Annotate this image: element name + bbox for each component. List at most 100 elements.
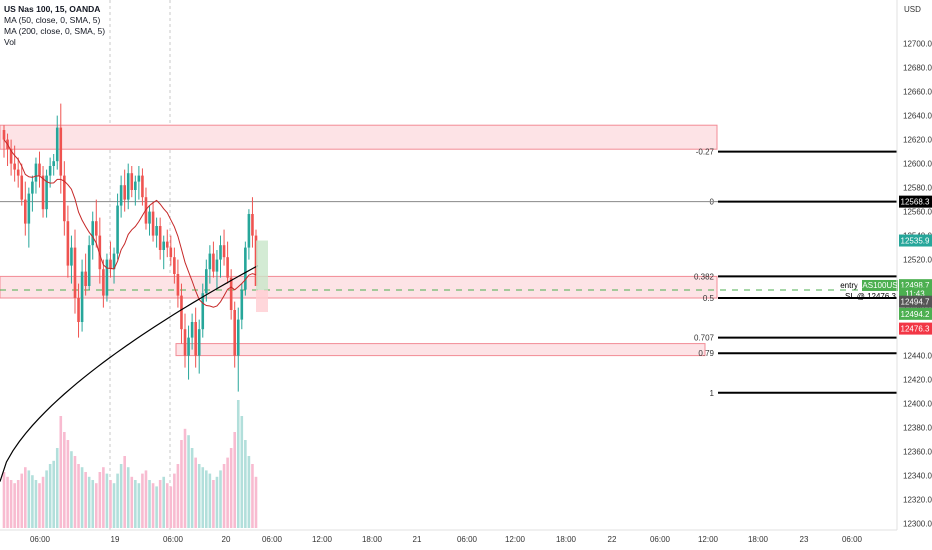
volume-bar [123, 456, 126, 528]
candle-body [236, 319, 240, 356]
candle-body [219, 245, 222, 260]
volume-bar [233, 432, 237, 528]
zone-rect [0, 124, 718, 150]
volume-bar [87, 476, 91, 528]
volume-bar [31, 475, 34, 528]
candle-body [240, 289, 244, 320]
candle-body [109, 259, 112, 270]
candle-body [112, 253, 116, 270]
price-tick-label: 12400.0 [903, 400, 932, 409]
supply-demand-zones [0, 124, 718, 357]
candle-body [70, 247, 73, 266]
price-tick-label: 12600.0 [903, 160, 932, 169]
volume-bar [73, 456, 77, 528]
volume-bar [244, 440, 247, 528]
price-tick-label: 12680.0 [903, 64, 932, 73]
volume-bar [130, 476, 134, 528]
volume-bar [16, 480, 20, 528]
price-badge-text: 12476.3 [901, 325, 930, 334]
time-tick-label: 19 [111, 535, 120, 544]
volume-bar [208, 473, 212, 528]
volume-bar [205, 470, 208, 528]
candle-body [148, 211, 151, 224]
volume-bar [165, 483, 169, 528]
time-tick-label: 06:00 [842, 535, 863, 544]
price-tick-label: 12320.0 [903, 496, 932, 505]
fib-label: 0.382 [694, 272, 715, 281]
candle-body [247, 214, 251, 248]
volume-bars [2, 400, 258, 528]
price-tick-label: 12420.0 [903, 376, 932, 385]
volume-bar [102, 467, 105, 528]
price-tick-label: 12360.0 [903, 448, 932, 457]
volume-bar [116, 473, 119, 528]
volume-bar [141, 473, 144, 528]
candle-body [119, 185, 123, 206]
fib-label: 0.707 [694, 334, 715, 343]
price-axis[interactable]: 12700.0 12680.0 12660.0 12640.0 12620.0 12600… [899, 40, 932, 529]
time-tick-label: 06:00 [457, 535, 478, 544]
candle-body [212, 253, 215, 272]
candle-body [222, 245, 226, 258]
time-tick-label: 12:00 [312, 535, 333, 544]
volume-bar [45, 470, 48, 528]
volume-bar [219, 470, 222, 528]
volume-bar [52, 460, 55, 528]
volume-legend[interactable]: Vol [4, 37, 16, 47]
stop-loss-label: SL @ 12476.3 [845, 292, 897, 301]
volume-bar [6, 476, 9, 528]
candle-body [226, 257, 229, 278]
ma200-legend[interactable]: MA (200, close, 0, SMA, 5) [4, 26, 106, 36]
candle-body [87, 245, 91, 286]
price-badge-text: 12494.7 [901, 298, 930, 307]
ma50-legend[interactable]: MA (50, close, 0, SMA, 5) [4, 15, 101, 25]
chart-legend: US Nas 100, 15, OANDA MA (50, close, 0, … [4, 4, 105, 48]
volume-bar [34, 480, 38, 528]
volume-bar [155, 486, 158, 528]
fib-label: 0.79 [698, 349, 714, 358]
volume-bar [247, 456, 251, 528]
volume-bar [20, 473, 24, 528]
price-badge [899, 322, 932, 335]
time-tick-label: 18:00 [748, 535, 769, 544]
price-tick-label: 12580.0 [903, 184, 932, 193]
price-badge-text: 12494.2 [901, 310, 930, 319]
candle-body [208, 253, 212, 270]
candle-body [173, 257, 176, 274]
candle-body [27, 193, 31, 224]
candle-body [102, 269, 105, 296]
price-tick-label: 12520.0 [903, 256, 932, 265]
volume-bar [137, 483, 141, 528]
candle-body [55, 127, 59, 162]
time-tick-label: 18:00 [556, 535, 577, 544]
time-tick-label: 23 [800, 535, 809, 544]
volume-bar [55, 448, 59, 528]
candle-body [205, 269, 208, 294]
candle-body [98, 235, 102, 270]
candle-body [162, 241, 166, 250]
volume-bar [59, 416, 63, 528]
volume-bar [109, 480, 112, 528]
volume-bar [169, 486, 173, 528]
candle-body [52, 161, 55, 166]
price-tick-label: 12380.0 [903, 424, 932, 433]
entry-label: entry [840, 281, 858, 290]
price-badge [899, 307, 932, 320]
ma50-line [3, 139, 257, 308]
volume-bar [215, 476, 219, 528]
candle-body [77, 298, 80, 322]
volume-bar [176, 464, 180, 528]
volume-bar [126, 467, 130, 528]
time-tick-label: 06:00 [650, 535, 671, 544]
time-tick-label: 21 [413, 535, 422, 544]
candle-body [233, 310, 237, 356]
time-tick-label: 12:00 [505, 535, 526, 544]
symbol-title[interactable]: US Nas 100, 15, OANDA [4, 4, 101, 14]
price-badge-text: 12568.3 [901, 198, 930, 207]
time-axis[interactable]: 06:00 19 06:00 20 06:00 12:00 18:00 21 06:00 12:0… [30, 535, 863, 544]
candle-body [176, 274, 180, 296]
volume-bar [91, 480, 95, 528]
candle-body [94, 221, 98, 236]
